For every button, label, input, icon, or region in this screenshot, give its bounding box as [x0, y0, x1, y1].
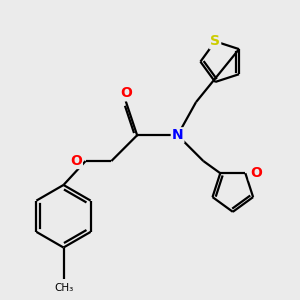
Text: CH₃: CH₃: [54, 283, 73, 293]
Text: O: O: [250, 166, 262, 180]
Text: O: O: [70, 154, 82, 168]
Text: S: S: [210, 34, 220, 48]
Text: N: N: [172, 128, 183, 142]
Text: O: O: [120, 86, 132, 100]
